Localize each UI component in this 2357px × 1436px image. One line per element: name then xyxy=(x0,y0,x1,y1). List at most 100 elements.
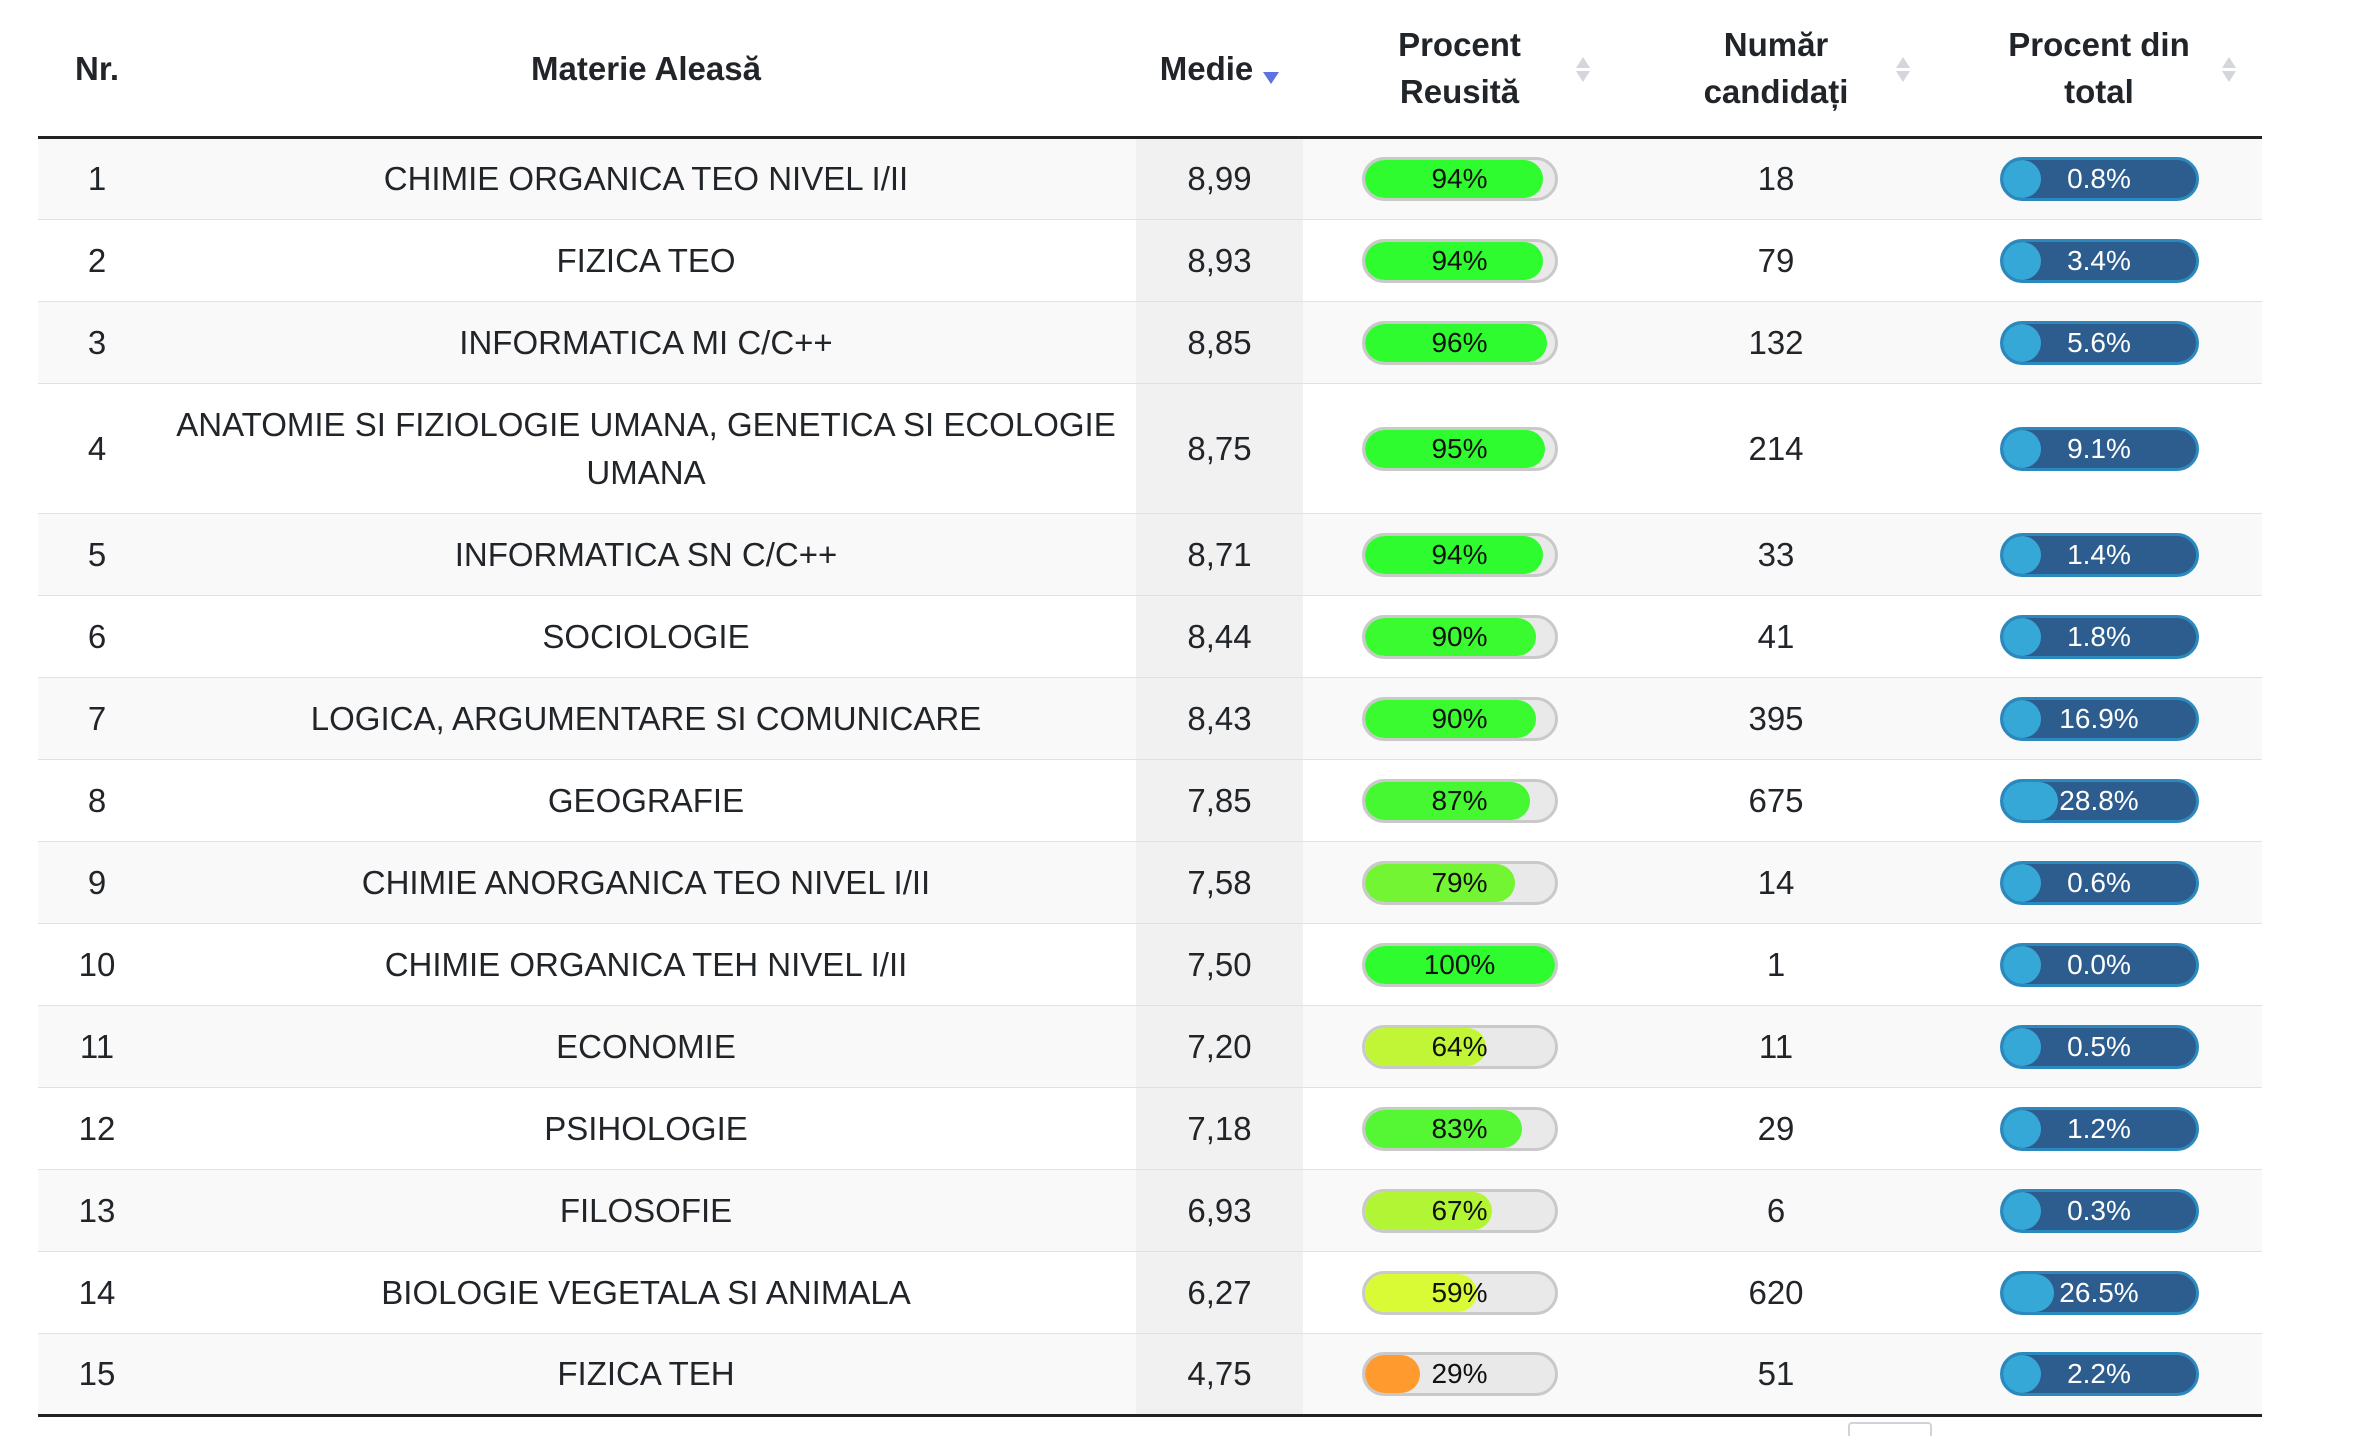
share-progress-fill xyxy=(2002,781,2059,820)
cell-procent-reusita: 59% xyxy=(1303,1251,1616,1334)
table-row: 9 CHIMIE ANORGANICA TEO NIVEL I/II 7,58 79%… xyxy=(38,841,2262,924)
cell-numar-candidati: 6 xyxy=(1616,1169,1936,1252)
success-progress-bar: 83% xyxy=(1361,1106,1558,1151)
header-procent-reusita[interactable]: Procent Reusită xyxy=(1303,0,1616,139)
cell-nr: 15 xyxy=(38,1333,156,1417)
success-progress-fill xyxy=(1364,429,1545,468)
cell-nr: 10 xyxy=(38,923,156,1006)
share-progress-label: 0.3% xyxy=(2067,1194,2131,1226)
share-progress-fill xyxy=(2002,241,2041,280)
share-progress-bar: 0.3% xyxy=(1999,1188,2199,1233)
header-numar-candidati[interactable]: Număr candidați xyxy=(1616,0,1936,139)
share-progress-fill xyxy=(2002,323,2041,362)
table-row: 7 LOGICA, ARGUMENTARE SI COMUNICARE 8,43 90… xyxy=(38,677,2262,760)
share-progress-label: 5.6% xyxy=(2067,326,2131,358)
success-progress-bar: 95% xyxy=(1361,426,1558,471)
cell-numar-candidati: 132 xyxy=(1616,301,1936,384)
table-row: 3 INFORMATICA MI C/C++ 8,85 96% 132 5.6% xyxy=(38,301,2262,384)
table-row: 15 FIZICA TEH 4,75 29% 51 2.2% xyxy=(38,1333,2262,1417)
cell-procent-reusita: 87% xyxy=(1303,759,1616,842)
share-progress-bar: 0.6% xyxy=(1999,860,2199,905)
page-size-select[interactable] xyxy=(1848,1422,1932,1436)
cell-numar-candidati: 214 xyxy=(1616,383,1936,514)
cell-materie: INFORMATICA MI C/C++ xyxy=(156,301,1136,384)
share-progress-label: 0.8% xyxy=(2067,163,2131,194)
cell-procent-reusita: 90% xyxy=(1303,677,1616,760)
cell-procent-total: 0.6% xyxy=(1936,841,2262,924)
cell-materie: BIOLOGIE VEGETALA SI ANIMALA xyxy=(156,1251,1136,1334)
cell-numar-candidati: 395 xyxy=(1616,677,1936,760)
success-progress-bar: 100% xyxy=(1361,942,1558,987)
cell-procent-reusita: 67% xyxy=(1303,1169,1616,1252)
header-medie[interactable]: Medie xyxy=(1136,0,1303,139)
share-progress-label: 1.4% xyxy=(2067,538,2131,570)
share-progress-label: 26.5% xyxy=(2059,1276,2139,1308)
cell-procent-total: 2.2% xyxy=(1936,1333,2262,1417)
share-progress-bar: 0.8% xyxy=(1999,157,2199,201)
success-progress-label: 79% xyxy=(1431,866,1488,898)
success-progress-bar: 87% xyxy=(1361,778,1558,823)
share-progress-fill xyxy=(2002,699,2041,738)
header-materie[interactable]: Materie Aleasă xyxy=(156,0,1136,139)
cell-procent-reusita: 100% xyxy=(1303,923,1616,1006)
table-row: 14 BIOLOGIE VEGETALA SI ANIMALA 6,27 59% 620… xyxy=(38,1251,2262,1334)
share-progress-bar: 16.9% xyxy=(1999,696,2199,741)
cell-procent-total: 5.6% xyxy=(1936,301,2262,384)
cell-medie: 6,27 xyxy=(1136,1251,1303,1334)
cell-procent-reusita: 96% xyxy=(1303,301,1616,384)
header-medie-label: Medie xyxy=(1159,49,1254,87)
share-progress-label: 1.8% xyxy=(2067,620,2131,652)
cell-nr: 7 xyxy=(38,677,156,760)
cell-numar-candidati: 79 xyxy=(1616,219,1936,302)
share-progress-label: 0.5% xyxy=(2067,1030,2131,1062)
table-row: 8 GEOGRAFIE 7,85 87% 675 28.8% xyxy=(38,759,2262,842)
cell-procent-reusita: 95% xyxy=(1303,383,1616,514)
share-progress-bar: 3.4% xyxy=(1999,238,2199,283)
cell-nr: 1 xyxy=(38,137,156,220)
success-progress-label: 94% xyxy=(1431,538,1488,570)
success-progress-label: 29% xyxy=(1431,1358,1488,1389)
cell-medie: 8,93 xyxy=(1136,219,1303,302)
cell-medie: 4,75 xyxy=(1136,1333,1303,1417)
share-progress-bar: 1.4% xyxy=(1999,532,2199,577)
share-progress-bar: 28.8% xyxy=(1999,778,2199,823)
share-progress-label: 2.2% xyxy=(2067,1358,2131,1389)
cell-nr: 6 xyxy=(38,595,156,678)
cell-procent-total: 0.8% xyxy=(1936,137,2262,220)
cell-procent-reusita: 90% xyxy=(1303,595,1616,678)
header-procent-total[interactable]: Procent din total xyxy=(1936,0,2262,139)
success-progress-label: 87% xyxy=(1431,784,1488,816)
success-progress-fill xyxy=(1364,945,1555,984)
cell-materie: SOCIOLOGIE xyxy=(156,595,1136,678)
share-progress-bar: 0.0% xyxy=(1999,942,2199,987)
table-row: 4 ANATOMIE SI FIZIOLOGIE UMANA, GENETICA … xyxy=(38,383,2262,514)
success-progress-fill xyxy=(1364,1355,1420,1393)
cell-numar-candidati: 18 xyxy=(1616,137,1936,220)
share-progress-bar: 2.2% xyxy=(1999,1352,2199,1396)
share-progress-fill xyxy=(2002,1027,2041,1066)
cell-numar-candidati: 29 xyxy=(1616,1087,1936,1170)
header-nr[interactable]: Nr. xyxy=(38,0,156,139)
share-progress-bar: 0.5% xyxy=(1999,1024,2199,1069)
header-numar-line2: candidați xyxy=(1703,73,1849,110)
cell-procent-total: 1.2% xyxy=(1936,1087,2262,1170)
success-progress-label: 64% xyxy=(1431,1030,1488,1062)
success-progress-bar: 94% xyxy=(1361,238,1558,283)
share-progress-label: 16.9% xyxy=(2059,702,2139,734)
share-progress-fill xyxy=(2002,1191,2041,1230)
cell-materie: CHIMIE ORGANICA TEO NIVEL I/II xyxy=(156,137,1136,220)
results-table-container: Nr. Materie Aleasă Medie Procent Reusită… xyxy=(38,0,2262,1417)
cell-materie: CHIMIE ORGANICA TEH NIVEL I/II xyxy=(156,923,1136,1006)
cell-procent-reusita: 94% xyxy=(1303,219,1616,302)
cell-nr: 14 xyxy=(38,1251,156,1334)
cell-numar-candidati: 14 xyxy=(1616,841,1936,924)
share-progress-bar: 5.6% xyxy=(1999,320,2199,365)
success-progress-fill xyxy=(1364,699,1536,738)
success-progress-fill xyxy=(1364,1273,1477,1312)
success-progress-fill xyxy=(1364,160,1544,198)
success-progress-fill xyxy=(1364,781,1530,820)
table-row: 12 PSIHOLOGIE 7,18 83% 29 1.2% xyxy=(38,1087,2262,1170)
share-progress-bar: 26.5% xyxy=(1999,1270,2199,1315)
cell-numar-candidati: 675 xyxy=(1616,759,1936,842)
success-progress-fill xyxy=(1364,535,1544,574)
